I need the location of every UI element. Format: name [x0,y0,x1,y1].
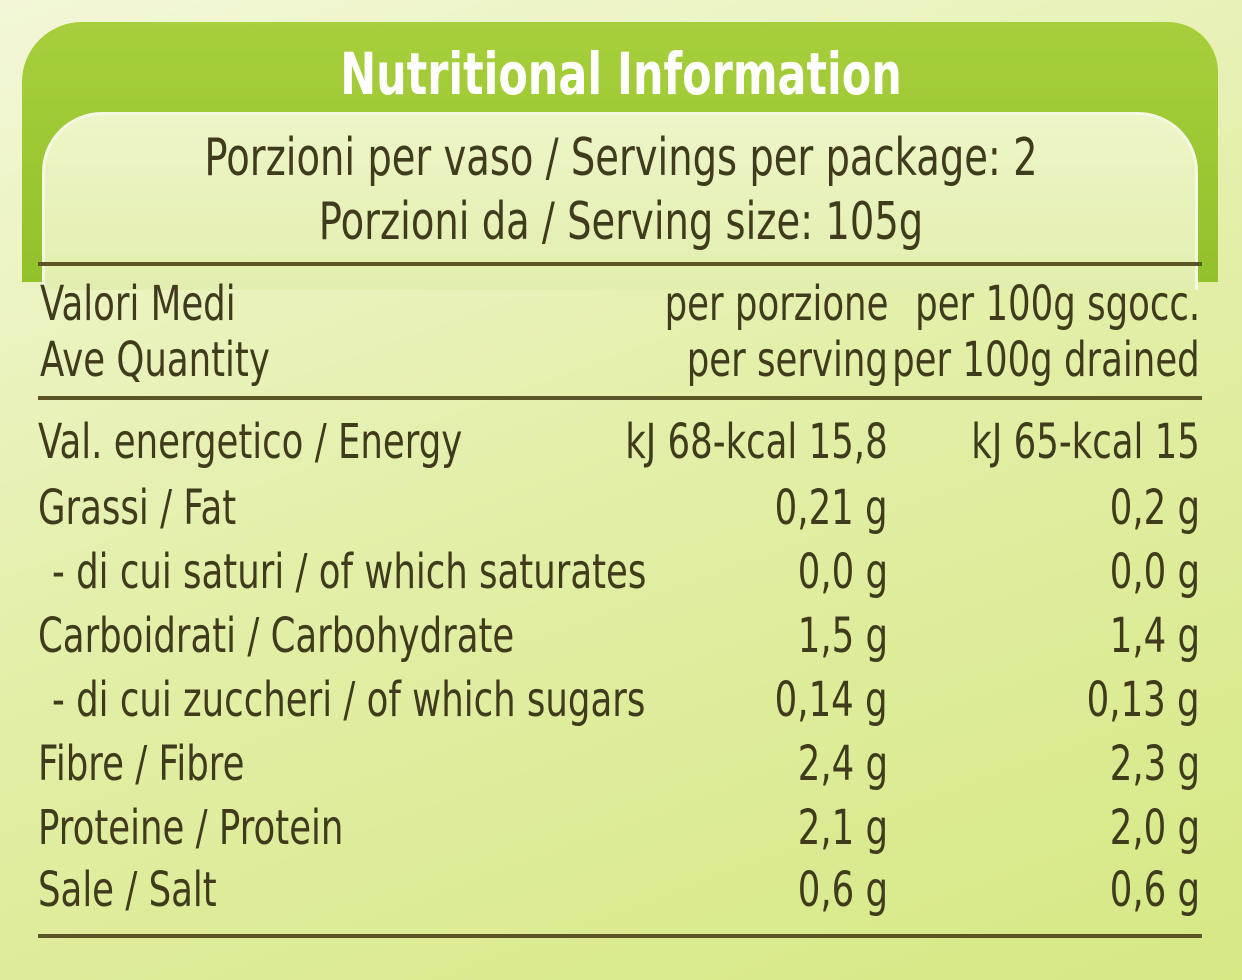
row-per-serving: 0,21 g [775,480,888,536]
divider [38,934,1202,938]
row-per-100g: 0,0 g [1109,544,1200,600]
header-label-en: Ave Quantity [40,332,270,388]
serving-size: Porzioni da / Serving size: 105g [318,192,924,252]
row-label: - di cui zuccheri / of which sugars [52,672,646,728]
row-per-100g: kJ 65-kcal 15 [971,414,1200,470]
row-label: Fibre / Fibre [38,736,245,792]
row-per-serving: 0,0 g [797,544,888,600]
row-label: - di cui saturi / of which saturates [52,544,647,600]
row-per-100g: 0,2 g [1109,480,1200,536]
row-per-serving: 1,5 g [797,608,888,664]
header-col1-it: per porzione [664,276,888,332]
row-per-100g: 0,6 g [1109,862,1200,918]
label-title: Nutritional Information [340,40,902,108]
row-label: Carboidrati / Carbohydrate [38,608,515,664]
servings-per-package: Porzioni per vaso / Servings per package… [204,128,1038,188]
row-per-100g: 0,13 g [1087,672,1200,728]
row-label: Grassi / Fat [38,480,237,536]
row-per-serving: kJ 68-kcal 15,8 [625,414,888,470]
row-per-100g: 2,0 g [1109,800,1200,856]
divider [38,396,1202,400]
divider [38,262,1202,266]
header-label-it: Valori Medi [40,276,236,332]
row-label: Proteine / Protein [38,800,344,856]
row-per-serving: 0,14 g [775,672,888,728]
header-col2-en: per 100g drained [892,332,1200,388]
row-per-serving: 2,1 g [797,800,888,856]
row-per-serving: 0,6 g [797,862,888,918]
row-per-100g: 1,4 g [1109,608,1200,664]
header-col1-en: per serving [686,332,888,388]
row-label: Sale / Salt [38,862,217,918]
row-per-100g: 2,3 g [1109,736,1200,792]
row-per-serving: 2,4 g [797,736,888,792]
header-col2-it: per 100g sgocc. [914,276,1200,332]
servings-panel [42,112,1198,290]
row-label: Val. energetico / Energy [38,414,463,470]
